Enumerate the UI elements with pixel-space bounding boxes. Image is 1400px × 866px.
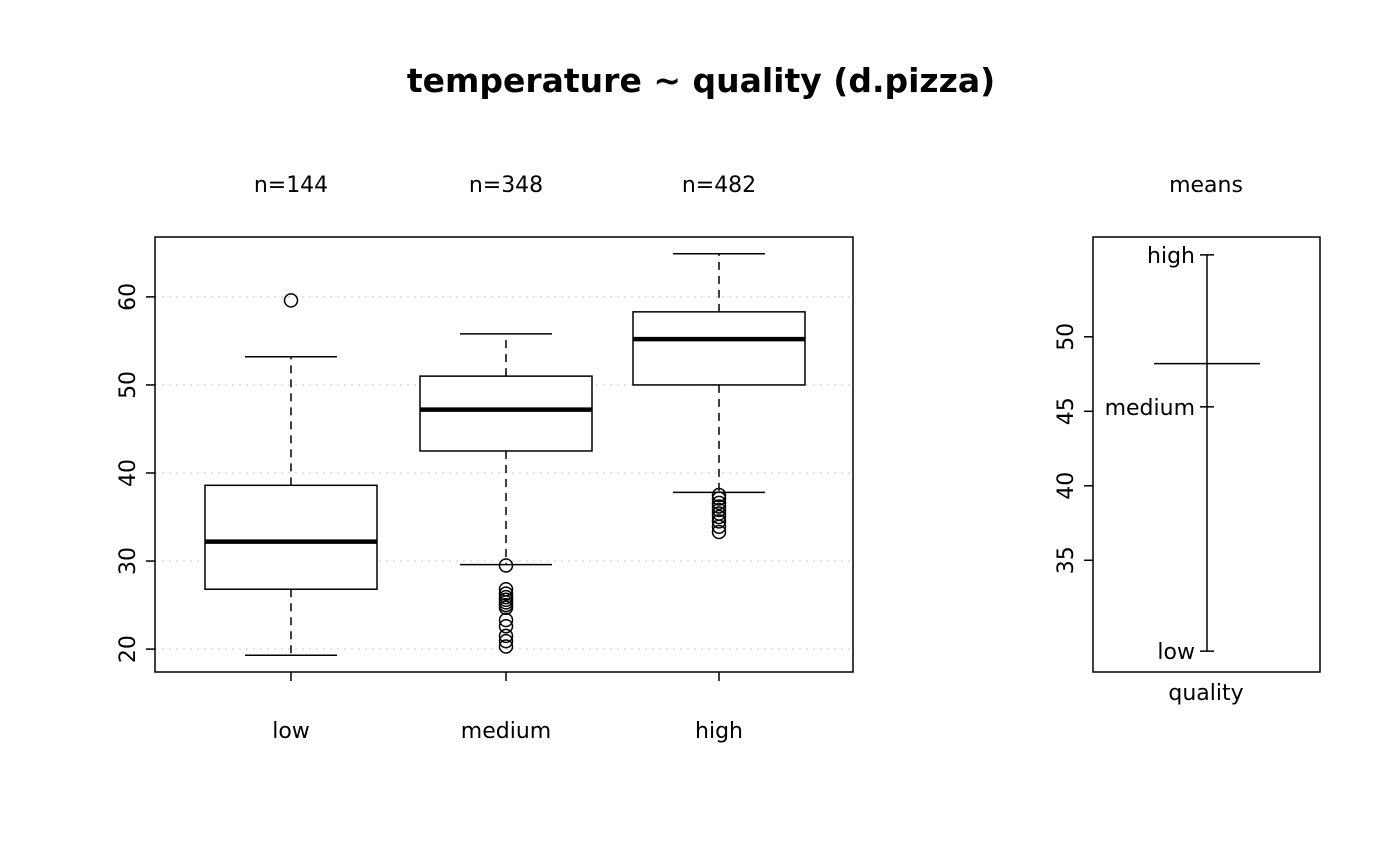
iqr-box bbox=[204, 484, 378, 590]
outlier-point bbox=[711, 509, 727, 525]
iqr-box bbox=[632, 311, 806, 386]
count-label: n=144 bbox=[254, 173, 328, 198]
y-tick-label: 50 bbox=[116, 371, 141, 399]
category-label: low bbox=[272, 719, 310, 744]
outlier-point bbox=[498, 612, 514, 628]
category-label: medium bbox=[461, 719, 551, 744]
y-tick-label: 40 bbox=[1054, 472, 1079, 500]
means-panel-title: means bbox=[1169, 173, 1243, 198]
outlier-point bbox=[711, 502, 727, 518]
count-label: n=348 bbox=[469, 173, 543, 198]
outlier-point bbox=[498, 618, 514, 634]
iqr-box bbox=[419, 375, 593, 452]
outlier-point bbox=[283, 293, 299, 308]
mean-label-high: high bbox=[1147, 244, 1195, 269]
boxplot-panel: 20 30 40 50 60 low n=144 medium n=348 high n=482 bbox=[116, 173, 854, 744]
plot-frame bbox=[1092, 236, 1321, 673]
outlier-point bbox=[711, 524, 727, 540]
outlier-point bbox=[498, 628, 514, 644]
outlier-point bbox=[498, 639, 514, 654]
outlier-point bbox=[711, 519, 727, 534]
plot-frame bbox=[154, 236, 854, 673]
outlier-point bbox=[498, 586, 514, 601]
y-tick-label: 30 bbox=[116, 547, 141, 575]
y-tick-label: 35 bbox=[1054, 546, 1079, 574]
outlier-point bbox=[498, 558, 514, 573]
count-label: n=482 bbox=[682, 173, 756, 198]
category-label: high bbox=[695, 719, 743, 744]
outlier-point bbox=[711, 491, 727, 506]
y-tick-label: 40 bbox=[116, 459, 141, 487]
means-x-axis-label: quality bbox=[1168, 681, 1243, 706]
mean-label-medium: medium bbox=[1105, 396, 1195, 421]
y-tick-label: 45 bbox=[1054, 397, 1079, 425]
plot-title: temperature ~ quality (d.pizza) bbox=[407, 61, 995, 100]
means-panel: 35 40 45 50 high medium low bbox=[1054, 236, 1321, 673]
mean-label-low: low bbox=[1157, 640, 1195, 665]
outlier-point bbox=[711, 499, 727, 514]
outlier-point bbox=[498, 633, 514, 649]
outlier-point bbox=[711, 495, 727, 511]
outlier-point bbox=[711, 514, 727, 529]
y-tick-label: 50 bbox=[1054, 323, 1079, 351]
outlier-point bbox=[711, 487, 727, 503]
y-tick-label: 20 bbox=[116, 635, 141, 663]
y-tick-label: 60 bbox=[116, 283, 141, 311]
